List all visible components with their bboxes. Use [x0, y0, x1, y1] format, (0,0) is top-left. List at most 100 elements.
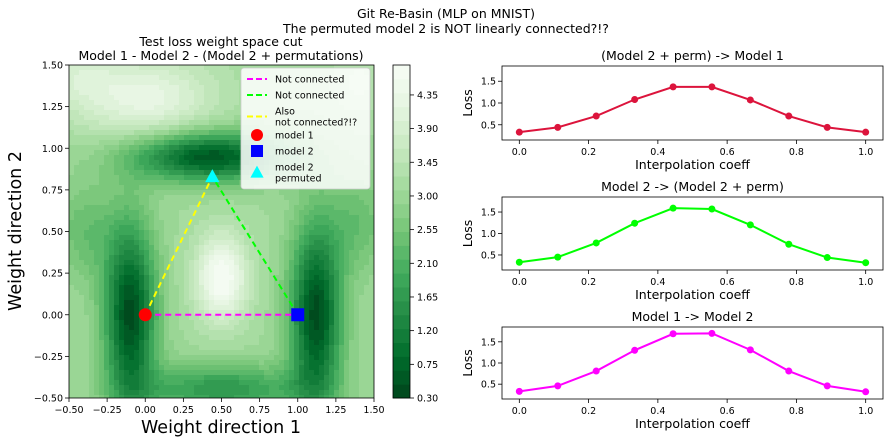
contour-cell	[144, 145, 150, 151]
contour-cell	[139, 185, 145, 191]
contour-cell	[284, 220, 290, 226]
contour-cell	[154, 330, 160, 336]
contour-cell	[264, 205, 270, 211]
contour-cell	[349, 290, 355, 296]
contour-cell	[164, 195, 170, 201]
contour-cell	[344, 260, 350, 266]
contour-cell	[134, 120, 140, 126]
contour-cell	[69, 205, 75, 211]
contour-cell	[94, 395, 100, 398]
contour-cell	[259, 345, 265, 351]
model2-marker	[291, 308, 305, 322]
contour-cell	[324, 245, 330, 251]
contour-cell	[304, 270, 310, 276]
contour-cell	[219, 220, 225, 226]
contour-cell	[314, 340, 320, 346]
contour-cell	[144, 110, 150, 116]
contour-cell	[224, 270, 230, 276]
contour-cell	[119, 105, 125, 111]
contour-cell	[319, 395, 325, 398]
contour-cell	[174, 150, 180, 156]
contour-cell	[209, 385, 215, 391]
contour-cell	[234, 170, 240, 176]
contour-cell	[174, 385, 180, 391]
contour-cell	[309, 360, 315, 366]
contour-cell	[124, 240, 130, 246]
contour-cell	[349, 270, 355, 276]
contour-cell	[174, 90, 180, 96]
contour-cell	[144, 210, 150, 216]
contour-cell	[149, 215, 155, 221]
contour-cell	[329, 230, 335, 236]
contour-cell	[199, 300, 205, 306]
contour-cell	[104, 120, 110, 126]
contour-cell	[259, 360, 265, 366]
contour-cell	[109, 265, 115, 271]
contour-cell	[189, 265, 195, 271]
contour-cell	[104, 210, 110, 216]
contour-cell	[274, 225, 280, 231]
contour-cell	[169, 295, 175, 301]
contour-cell	[89, 75, 95, 81]
contour-cell	[169, 365, 175, 371]
contour-cell	[114, 300, 120, 306]
contour-cell	[114, 175, 120, 181]
contour-cell	[294, 235, 300, 241]
contour-cell	[249, 370, 255, 376]
contour-cell	[154, 95, 160, 101]
contour-cell	[154, 335, 160, 341]
contour-cell	[299, 295, 305, 301]
contour-cell	[134, 295, 140, 301]
contour-cell	[289, 210, 295, 216]
contour-cell	[89, 65, 95, 71]
line-panel-y-tick-label: 1.0	[481, 359, 496, 370]
contour-cell	[94, 145, 100, 151]
contour-cell	[114, 80, 120, 86]
contour-cell	[299, 250, 305, 256]
contour-cell	[179, 190, 185, 196]
contour-cell	[79, 100, 85, 106]
contour-cell	[329, 210, 335, 216]
contour-cell	[364, 340, 370, 346]
contour-cell	[74, 110, 80, 116]
contour-cell	[124, 145, 130, 151]
contour-cell	[69, 115, 75, 121]
contour-cell	[184, 385, 190, 391]
contour-cell	[169, 110, 175, 116]
contour-cell	[129, 95, 135, 101]
contour-cell	[234, 395, 240, 398]
contour-cell	[244, 375, 250, 381]
contour-cell	[219, 265, 225, 271]
contour-cell	[174, 170, 180, 176]
contour-cell	[234, 200, 240, 206]
contour-cell	[104, 160, 110, 166]
line-panel-frame	[501, 326, 884, 400]
contour-cell	[219, 270, 225, 276]
contour-cell	[109, 380, 115, 386]
contour-cell	[69, 280, 75, 286]
contour-cell	[194, 255, 200, 261]
contour-cell	[69, 260, 75, 266]
contour-cell	[204, 245, 210, 251]
contour-cell	[154, 180, 160, 186]
contour-cell	[154, 385, 160, 391]
contour-cell	[139, 235, 145, 241]
contour-cell	[284, 225, 290, 231]
contour-cell	[284, 255, 290, 261]
contour-cell	[89, 390, 95, 396]
contour-cell	[109, 65, 115, 71]
contour-cell	[124, 225, 130, 231]
contour-cell	[119, 330, 125, 336]
contour-cell	[254, 295, 260, 301]
contour-cell	[84, 200, 90, 206]
contour-cell	[139, 140, 145, 146]
contour-cell	[94, 350, 100, 356]
contour-cell	[179, 105, 185, 111]
contour-cell	[329, 295, 335, 301]
contour-cell	[269, 230, 275, 236]
line-series-point	[862, 259, 870, 267]
contour-cell	[99, 170, 105, 176]
contour-cell	[329, 315, 335, 321]
contour-cell	[154, 135, 160, 141]
contour-cell	[114, 330, 120, 336]
